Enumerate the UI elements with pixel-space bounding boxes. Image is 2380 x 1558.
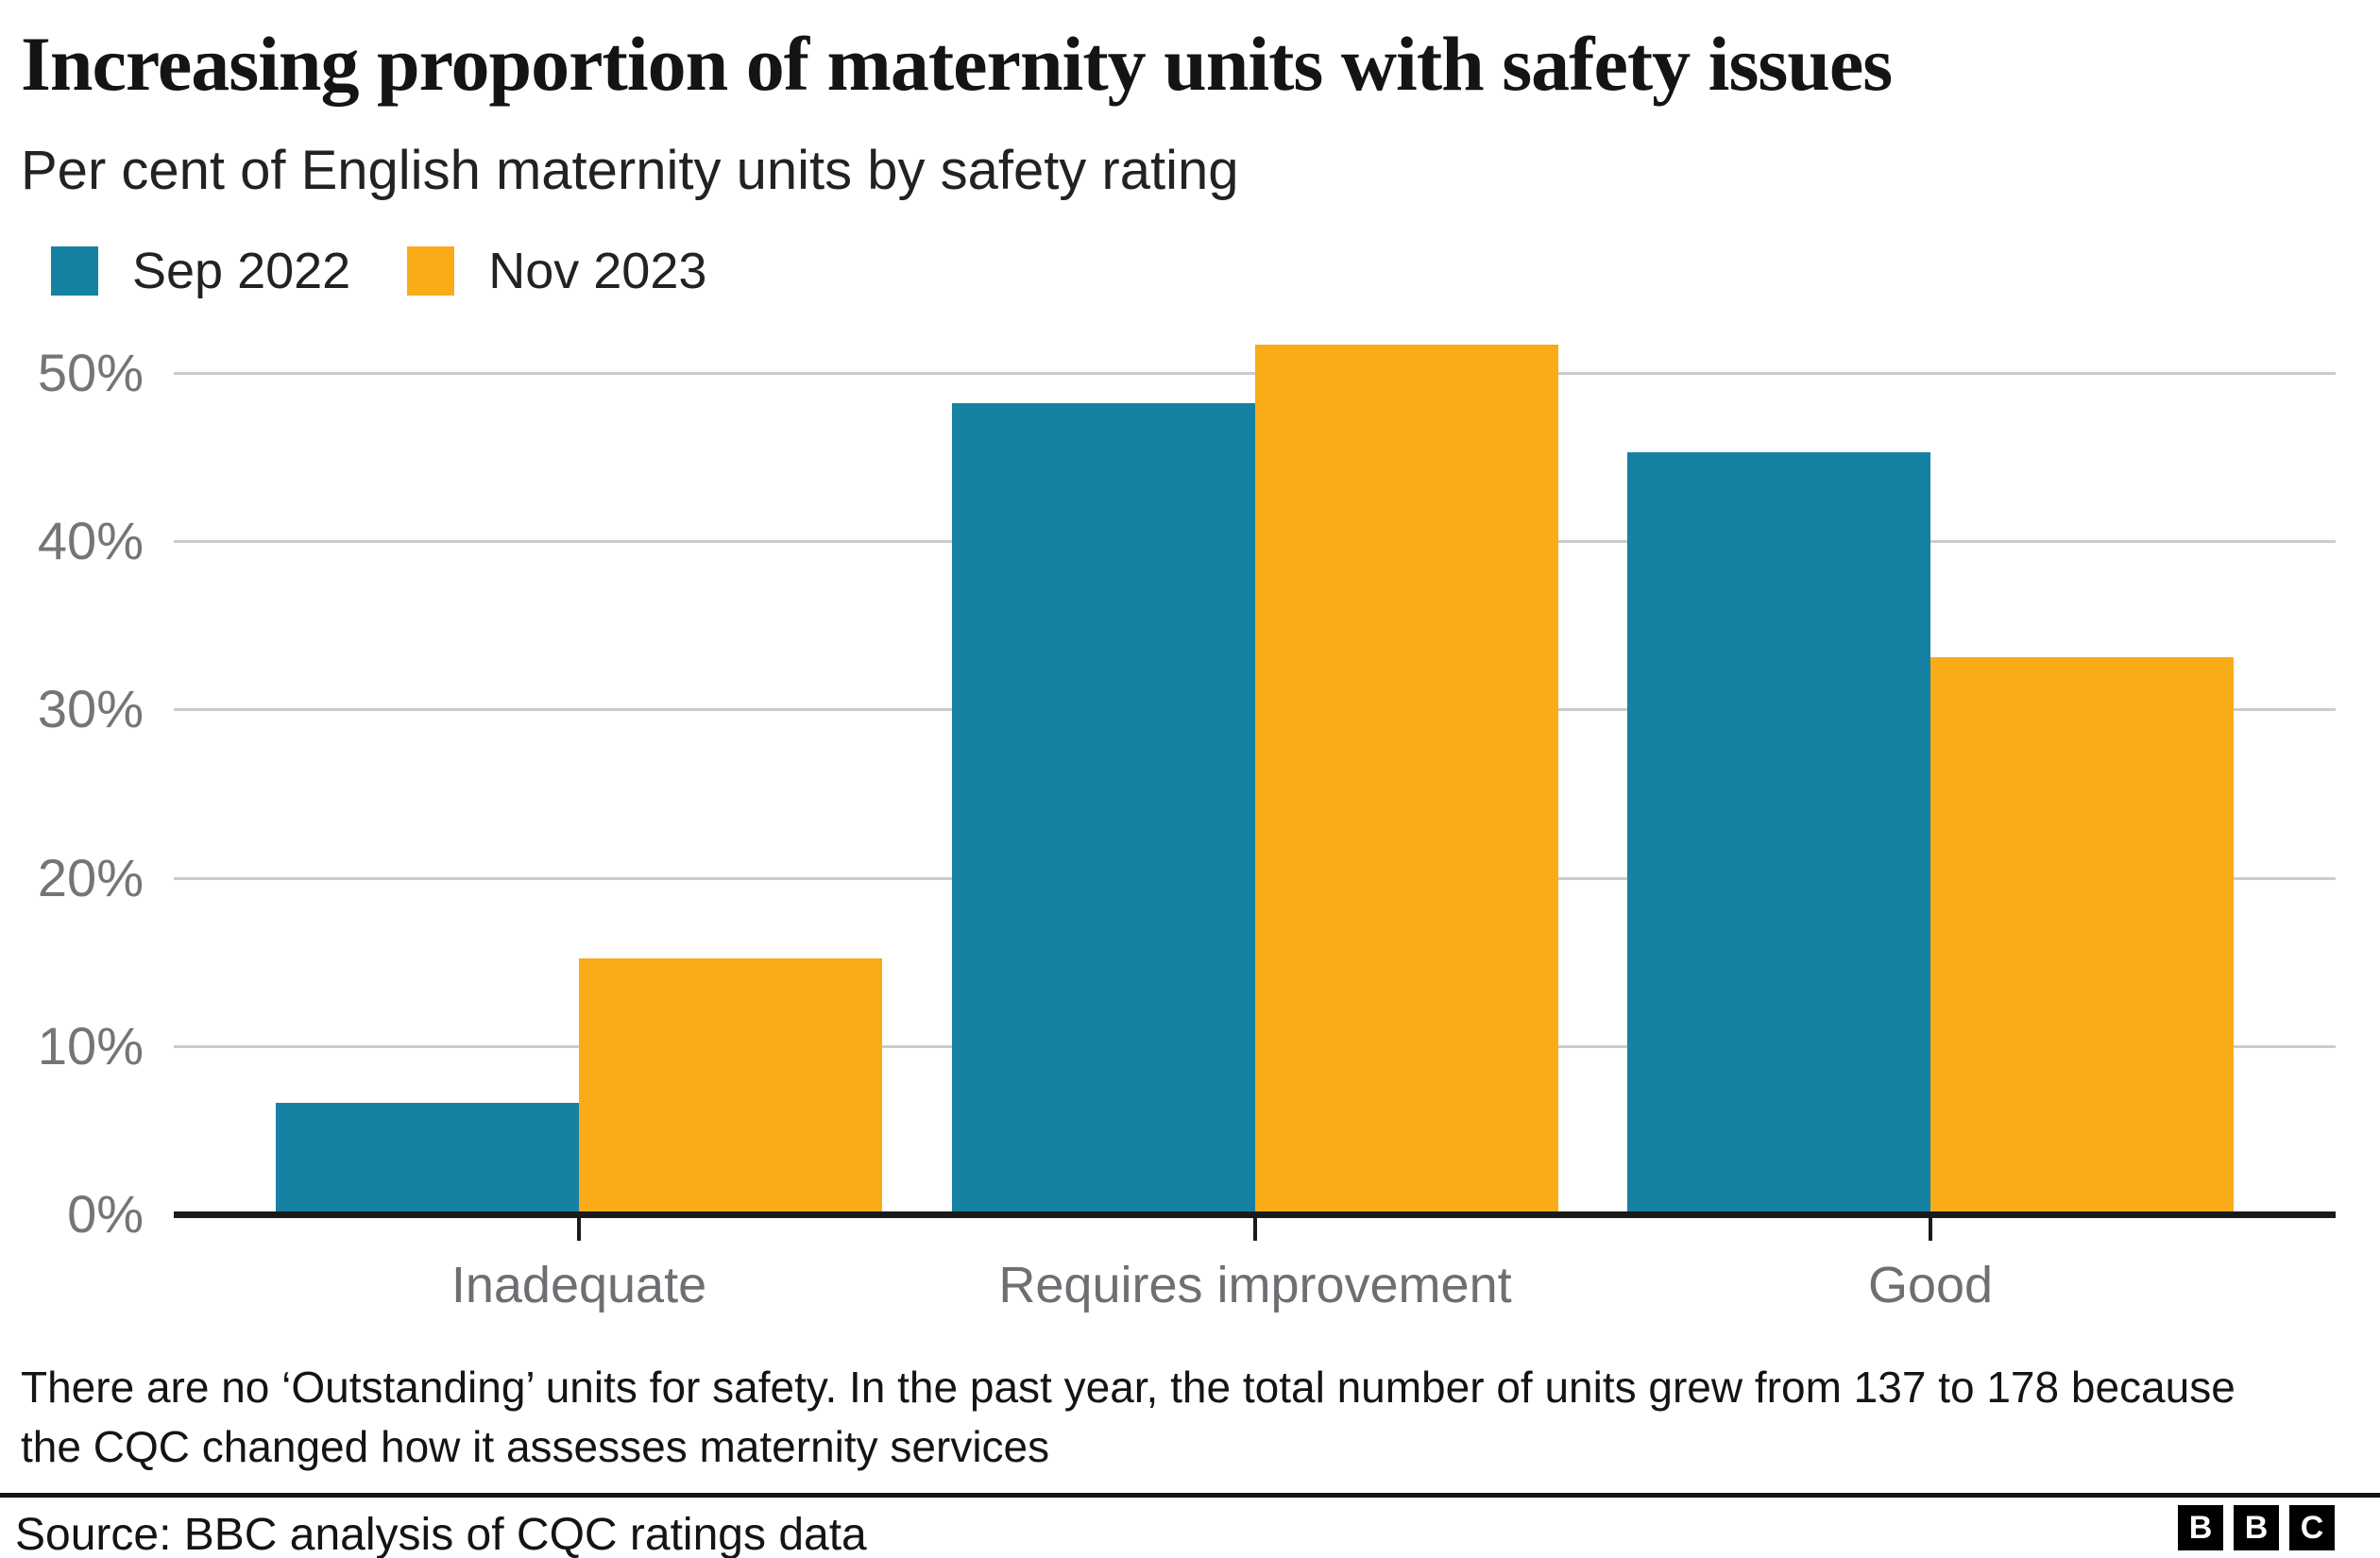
- legend-swatch: [51, 246, 98, 296]
- x-axis-line: [174, 1211, 2336, 1218]
- y-axis-label-0: 0%: [67, 1184, 144, 1244]
- footnote: There are no ‘Outstanding’ units for saf…: [21, 1363, 2236, 1471]
- y-axis-label-20: 20%: [37, 847, 144, 907]
- x-axis-label: Requires improvement: [998, 1257, 1512, 1313]
- legend-label: Nov 2023: [488, 243, 707, 299]
- chart-title: Increasing proportion of maternity units…: [21, 21, 1893, 107]
- bar-sep-2022-inadequate: [276, 1103, 579, 1214]
- divider-line: [0, 1493, 2380, 1498]
- bbc-logo-letter: C: [2289, 1505, 2335, 1550]
- bbc-logo-letter: B: [2234, 1505, 2279, 1550]
- y-axis-label-10: 10%: [37, 1015, 144, 1075]
- legend-label: Sep 2022: [132, 243, 351, 299]
- bbc-logo-letter: B: [2178, 1505, 2223, 1550]
- x-axis-tick: [1253, 1218, 1257, 1241]
- x-axis-tick: [577, 1218, 581, 1241]
- legend-item: Sep 2022: [51, 242, 350, 300]
- y-axis-label-50: 50%: [37, 343, 144, 402]
- gridline-50: [174, 372, 2336, 375]
- bar-sep-2022-requires-improvement: [952, 403, 1255, 1214]
- bar-nov-2023-inadequate: [579, 958, 882, 1214]
- x-axis-tick: [1929, 1218, 1932, 1241]
- bar-nov-2023-good: [1930, 657, 2234, 1214]
- y-axis-label-40: 40%: [37, 511, 144, 571]
- y-axis-label-30: 30%: [37, 679, 144, 739]
- bar-sep-2022-good: [1627, 451, 1930, 1214]
- legend-item: Nov 2023: [407, 242, 706, 300]
- source-label: Source: BBC analysis of CQC ratings data: [15, 1510, 867, 1558]
- legend: Sep 2022 Nov 2023: [51, 242, 706, 300]
- bar-nov-2023-requires-improvement: [1255, 344, 1558, 1214]
- chart-subtitle: Per cent of English maternity units by s…: [21, 140, 1239, 201]
- x-axis-label: Good: [1867, 1257, 1994, 1313]
- legend-swatch: [407, 246, 455, 296]
- x-axis-label: Inadequate: [450, 1257, 707, 1313]
